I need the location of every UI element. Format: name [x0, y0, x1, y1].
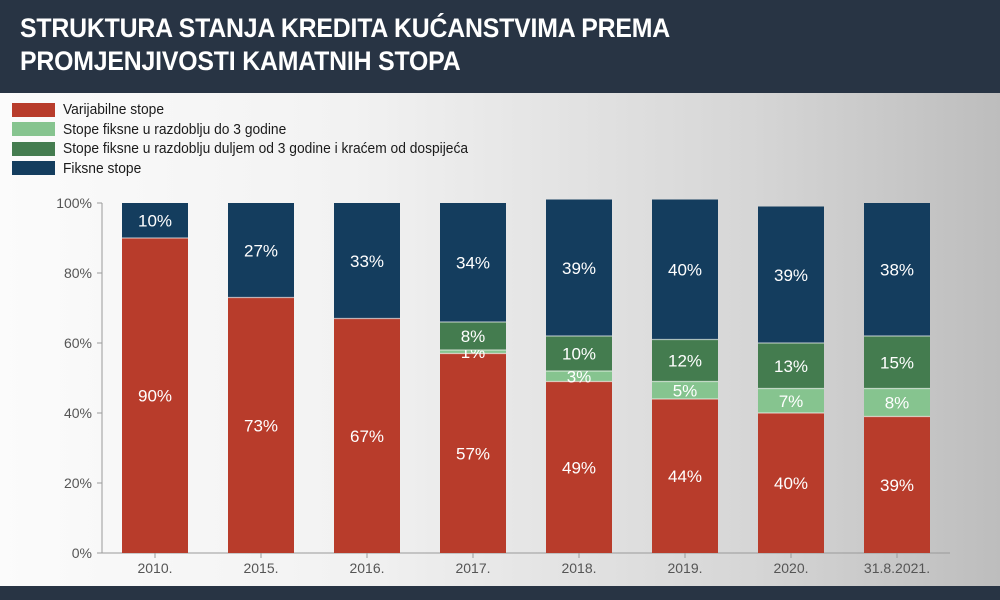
- x-tick-label: 2010.: [137, 560, 172, 576]
- data-label: 39%: [880, 476, 914, 495]
- bar-segment: [546, 199, 612, 336]
- legend-swatch-fixed: [12, 161, 55, 176]
- data-label: 15%: [880, 353, 914, 372]
- data-label: 39%: [774, 266, 808, 285]
- bar-segment: [864, 416, 930, 553]
- y-tick-label: 100%: [56, 195, 92, 211]
- data-label: 13%: [774, 357, 808, 376]
- bar-segment: [758, 388, 824, 413]
- chart-title-line-2: PROMJENJIVOSTI KAMATNIH STOPA: [20, 46, 461, 76]
- y-tick-label: 40%: [64, 405, 92, 421]
- header-bar: STRUKTURA STANJA KREDITA KUĆANSTVIMA PRE…: [0, 0, 1000, 90]
- footer-bar: [0, 586, 1000, 600]
- data-label: 57%: [456, 444, 490, 463]
- x-tick-label: 2015.: [243, 560, 278, 576]
- data-label: 27%: [244, 241, 278, 260]
- bar-segment: [864, 336, 930, 389]
- x-tick-label: 31.8.2021.: [864, 560, 930, 576]
- bar-segment: [652, 199, 718, 340]
- bar-segment: [334, 318, 400, 553]
- bar-segment: [228, 297, 294, 553]
- bar-segment: [122, 203, 188, 238]
- bar-segment: [758, 413, 824, 553]
- data-label: 90%: [138, 387, 172, 406]
- data-label: 73%: [244, 416, 278, 435]
- data-label: 49%: [562, 458, 596, 477]
- data-label: 40%: [774, 474, 808, 493]
- bar-segment: [758, 343, 824, 389]
- y-tick-label: 80%: [64, 265, 92, 281]
- x-tick-label: 2020.: [773, 560, 808, 576]
- data-label: 8%: [885, 394, 910, 413]
- legend-label-fixed-short: Stope fiksne u razdoblju do 3 godine: [63, 120, 287, 138]
- data-label: 10%: [562, 345, 596, 364]
- legend-label-fixed-long: Stope fiksne u razdoblju duljem od 3 god…: [63, 140, 469, 158]
- data-label: 5%: [673, 381, 698, 400]
- data-label: 8%: [461, 327, 486, 346]
- data-label: 3%: [567, 367, 592, 386]
- bar-segment: [864, 203, 930, 336]
- bar-segment: [546, 336, 612, 371]
- legend-item-variable: Varijabilne stope: [12, 100, 503, 120]
- bar-segment: [440, 203, 506, 322]
- data-label: 39%: [562, 259, 596, 278]
- legend-item-fixed-long: Stope fiksne u razdoblju duljem od 3 god…: [12, 139, 503, 159]
- bar-segment: [440, 322, 506, 350]
- bar-segment: [228, 203, 294, 298]
- data-label: 7%: [779, 392, 804, 411]
- x-tick-label: 2016.: [349, 560, 384, 576]
- bar-segment: [122, 238, 188, 553]
- bar-segment: [652, 399, 718, 553]
- bar-segment: [334, 203, 400, 319]
- bar-segment: [652, 381, 718, 399]
- legend-swatch-fixed-short: [12, 122, 55, 137]
- legend: Varijabilne stope Stope fiksne u razdobl…: [12, 100, 503, 178]
- legend-swatch-variable: [12, 102, 55, 117]
- bar-segment: [440, 350, 506, 354]
- x-tick-label: 2017.: [455, 560, 490, 576]
- chart-title: STRUKTURA STANJA KREDITA KUĆANSTVIMA PRE…: [20, 12, 977, 78]
- data-label: 12%: [668, 352, 702, 371]
- legend-item-fixed-short: Stope fiksne u razdoblju do 3 godine: [12, 120, 503, 140]
- bar-segment: [758, 206, 824, 343]
- data-label: 34%: [456, 254, 490, 273]
- y-tick-label: 20%: [64, 475, 92, 491]
- bar-segment: [546, 381, 612, 553]
- data-label: 44%: [668, 467, 702, 486]
- x-tick-label: 2019.: [667, 560, 702, 576]
- data-label: 33%: [350, 252, 384, 271]
- data-label: 10%: [138, 212, 172, 231]
- x-tick-label: 2018.: [561, 560, 596, 576]
- bar-segment: [546, 371, 612, 382]
- bar-segment: [440, 353, 506, 553]
- y-tick-label: 0%: [72, 545, 92, 561]
- data-label: 38%: [880, 261, 914, 280]
- bar-segment: [652, 339, 718, 382]
- data-label: 67%: [350, 427, 384, 446]
- legend-swatch-fixed-long: [12, 141, 55, 156]
- bar-segment: [864, 388, 930, 417]
- data-label: 40%: [668, 261, 702, 280]
- legend-label-variable: Varijabilne stope: [63, 101, 165, 119]
- legend-label-fixed: Fiksne stope: [63, 159, 142, 177]
- y-tick-label: 60%: [64, 335, 92, 351]
- chart-title-line-1: STRUKTURA STANJA KREDITA KUĆANSTVIMA PRE…: [20, 13, 671, 43]
- legend-item-fixed: Fiksne stope: [12, 159, 503, 179]
